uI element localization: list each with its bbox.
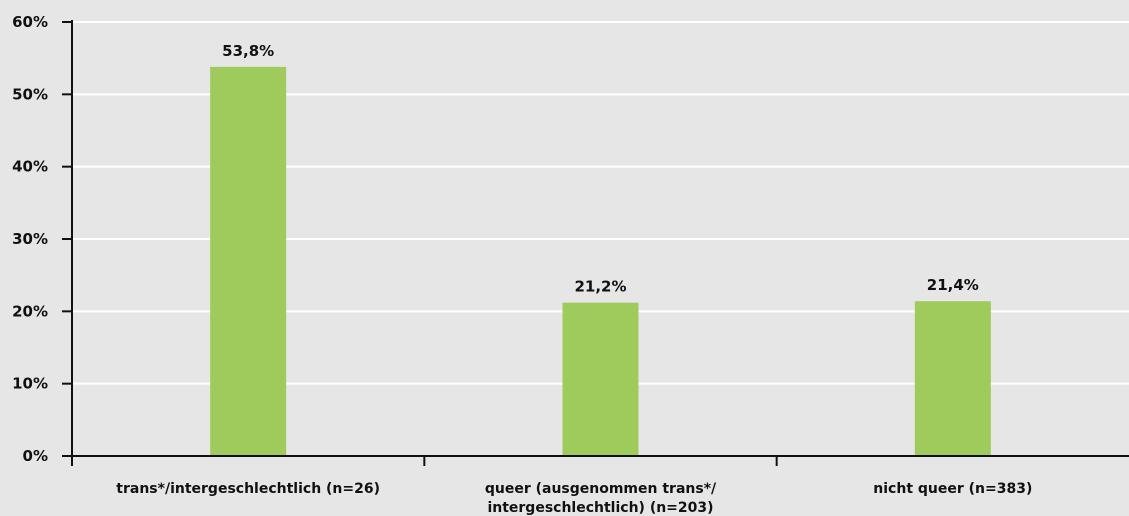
x-axis-labels: trans*/intergeschlechtlich (n=26) queer (…: [116, 481, 1032, 516]
x-tick-label: trans*/intergeschlechtlich (n=26): [116, 481, 380, 497]
x-tick-label: queer (ausgenommen trans*/intergeschlech…: [485, 481, 717, 516]
bars: [210, 67, 991, 456]
y-tick-label: 30%: [12, 230, 48, 248]
data-label: 21,2%: [574, 278, 626, 296]
y-tick-label: 10%: [12, 375, 48, 393]
y-tick-label: 40%: [12, 158, 48, 176]
y-tick-label: 60%: [12, 13, 48, 31]
bar: [563, 303, 639, 456]
y-axis-ticks: 0% 10% 20% 30% 40% 50% 60%: [12, 13, 72, 465]
data-label: 53,8%: [222, 42, 274, 60]
bar: [210, 67, 286, 456]
y-tick-label: 50%: [12, 85, 48, 103]
y-tick-label: 0%: [23, 447, 48, 465]
data-label: 21,4%: [927, 276, 979, 294]
data-labels: 53,8% 21,2% 21,4%: [222, 42, 979, 296]
x-tick-label: nicht queer (n=383): [873, 481, 1032, 497]
bar: [915, 301, 991, 456]
y-tick-label: 20%: [12, 302, 48, 320]
